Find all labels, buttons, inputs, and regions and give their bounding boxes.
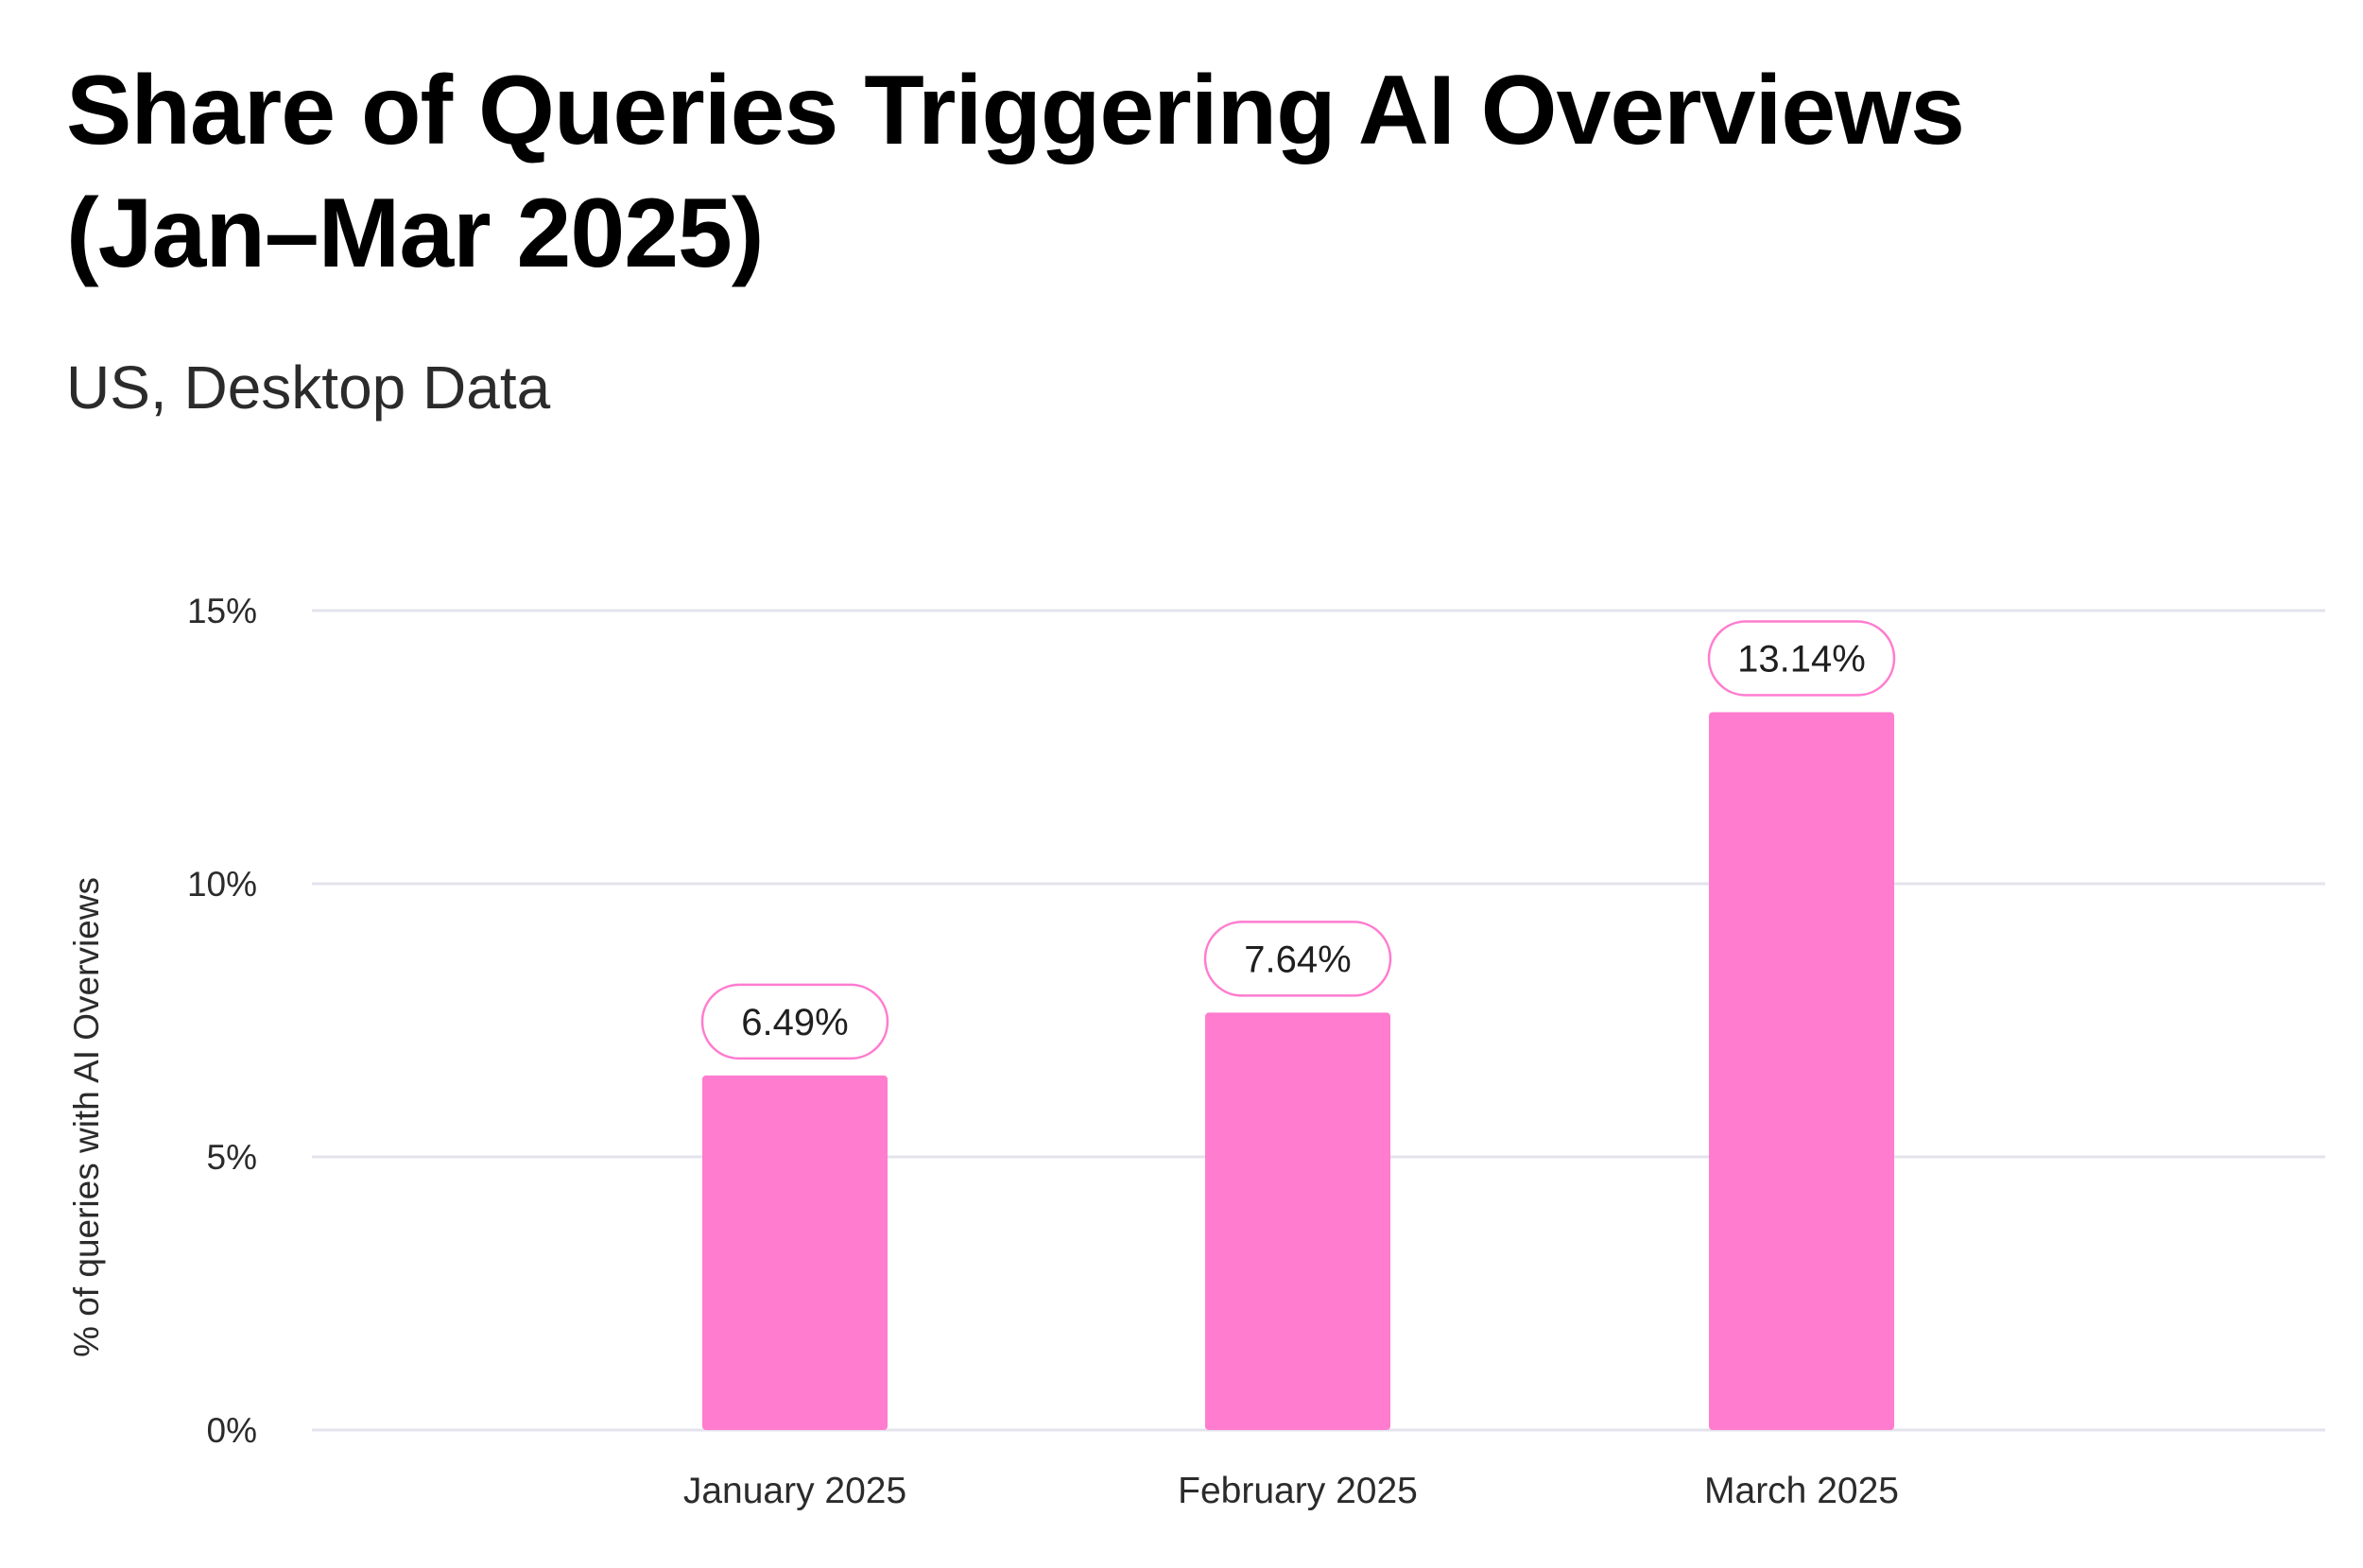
y-tick-label: 15%: [187, 592, 257, 630]
bars: [702, 712, 1894, 1430]
y-axis-ticks: 0% 5% 10% 15%: [187, 592, 257, 1450]
y-tick-label: 10%: [187, 865, 257, 904]
y-tick-label: 5%: [207, 1138, 257, 1177]
x-category-label: March 2025: [1704, 1471, 1899, 1511]
value-label-pill: [1203, 921, 1392, 997]
bar: [1205, 1012, 1390, 1430]
bar: [1709, 712, 1894, 1430]
x-axis-categories: January 2025 February 2025 March 2025: [683, 1471, 1899, 1511]
value-label-pill: [1707, 620, 1896, 697]
value-label: 6.49%: [741, 1002, 848, 1043]
bar: [702, 1075, 888, 1430]
value-label-pill: [700, 983, 889, 1060]
x-category-label: January 2025: [683, 1471, 906, 1511]
value-label: 13.14%: [1737, 639, 1866, 681]
value-label: 7.64%: [1244, 939, 1351, 980]
chart-title: Share of Queries Triggering AI Overviews…: [66, 56, 1965, 288]
x-category-label: February 2025: [1178, 1471, 1418, 1511]
chart-subtitle: US, Desktop Data: [66, 353, 551, 422]
gridlines: [312, 609, 2325, 1432]
y-tick-label: 0%: [207, 1411, 257, 1450]
y-axis-title: % of queries with AI Overviews: [67, 877, 106, 1357]
value-labels: 6.49% 7.64% 13.14%: [700, 620, 1896, 1060]
